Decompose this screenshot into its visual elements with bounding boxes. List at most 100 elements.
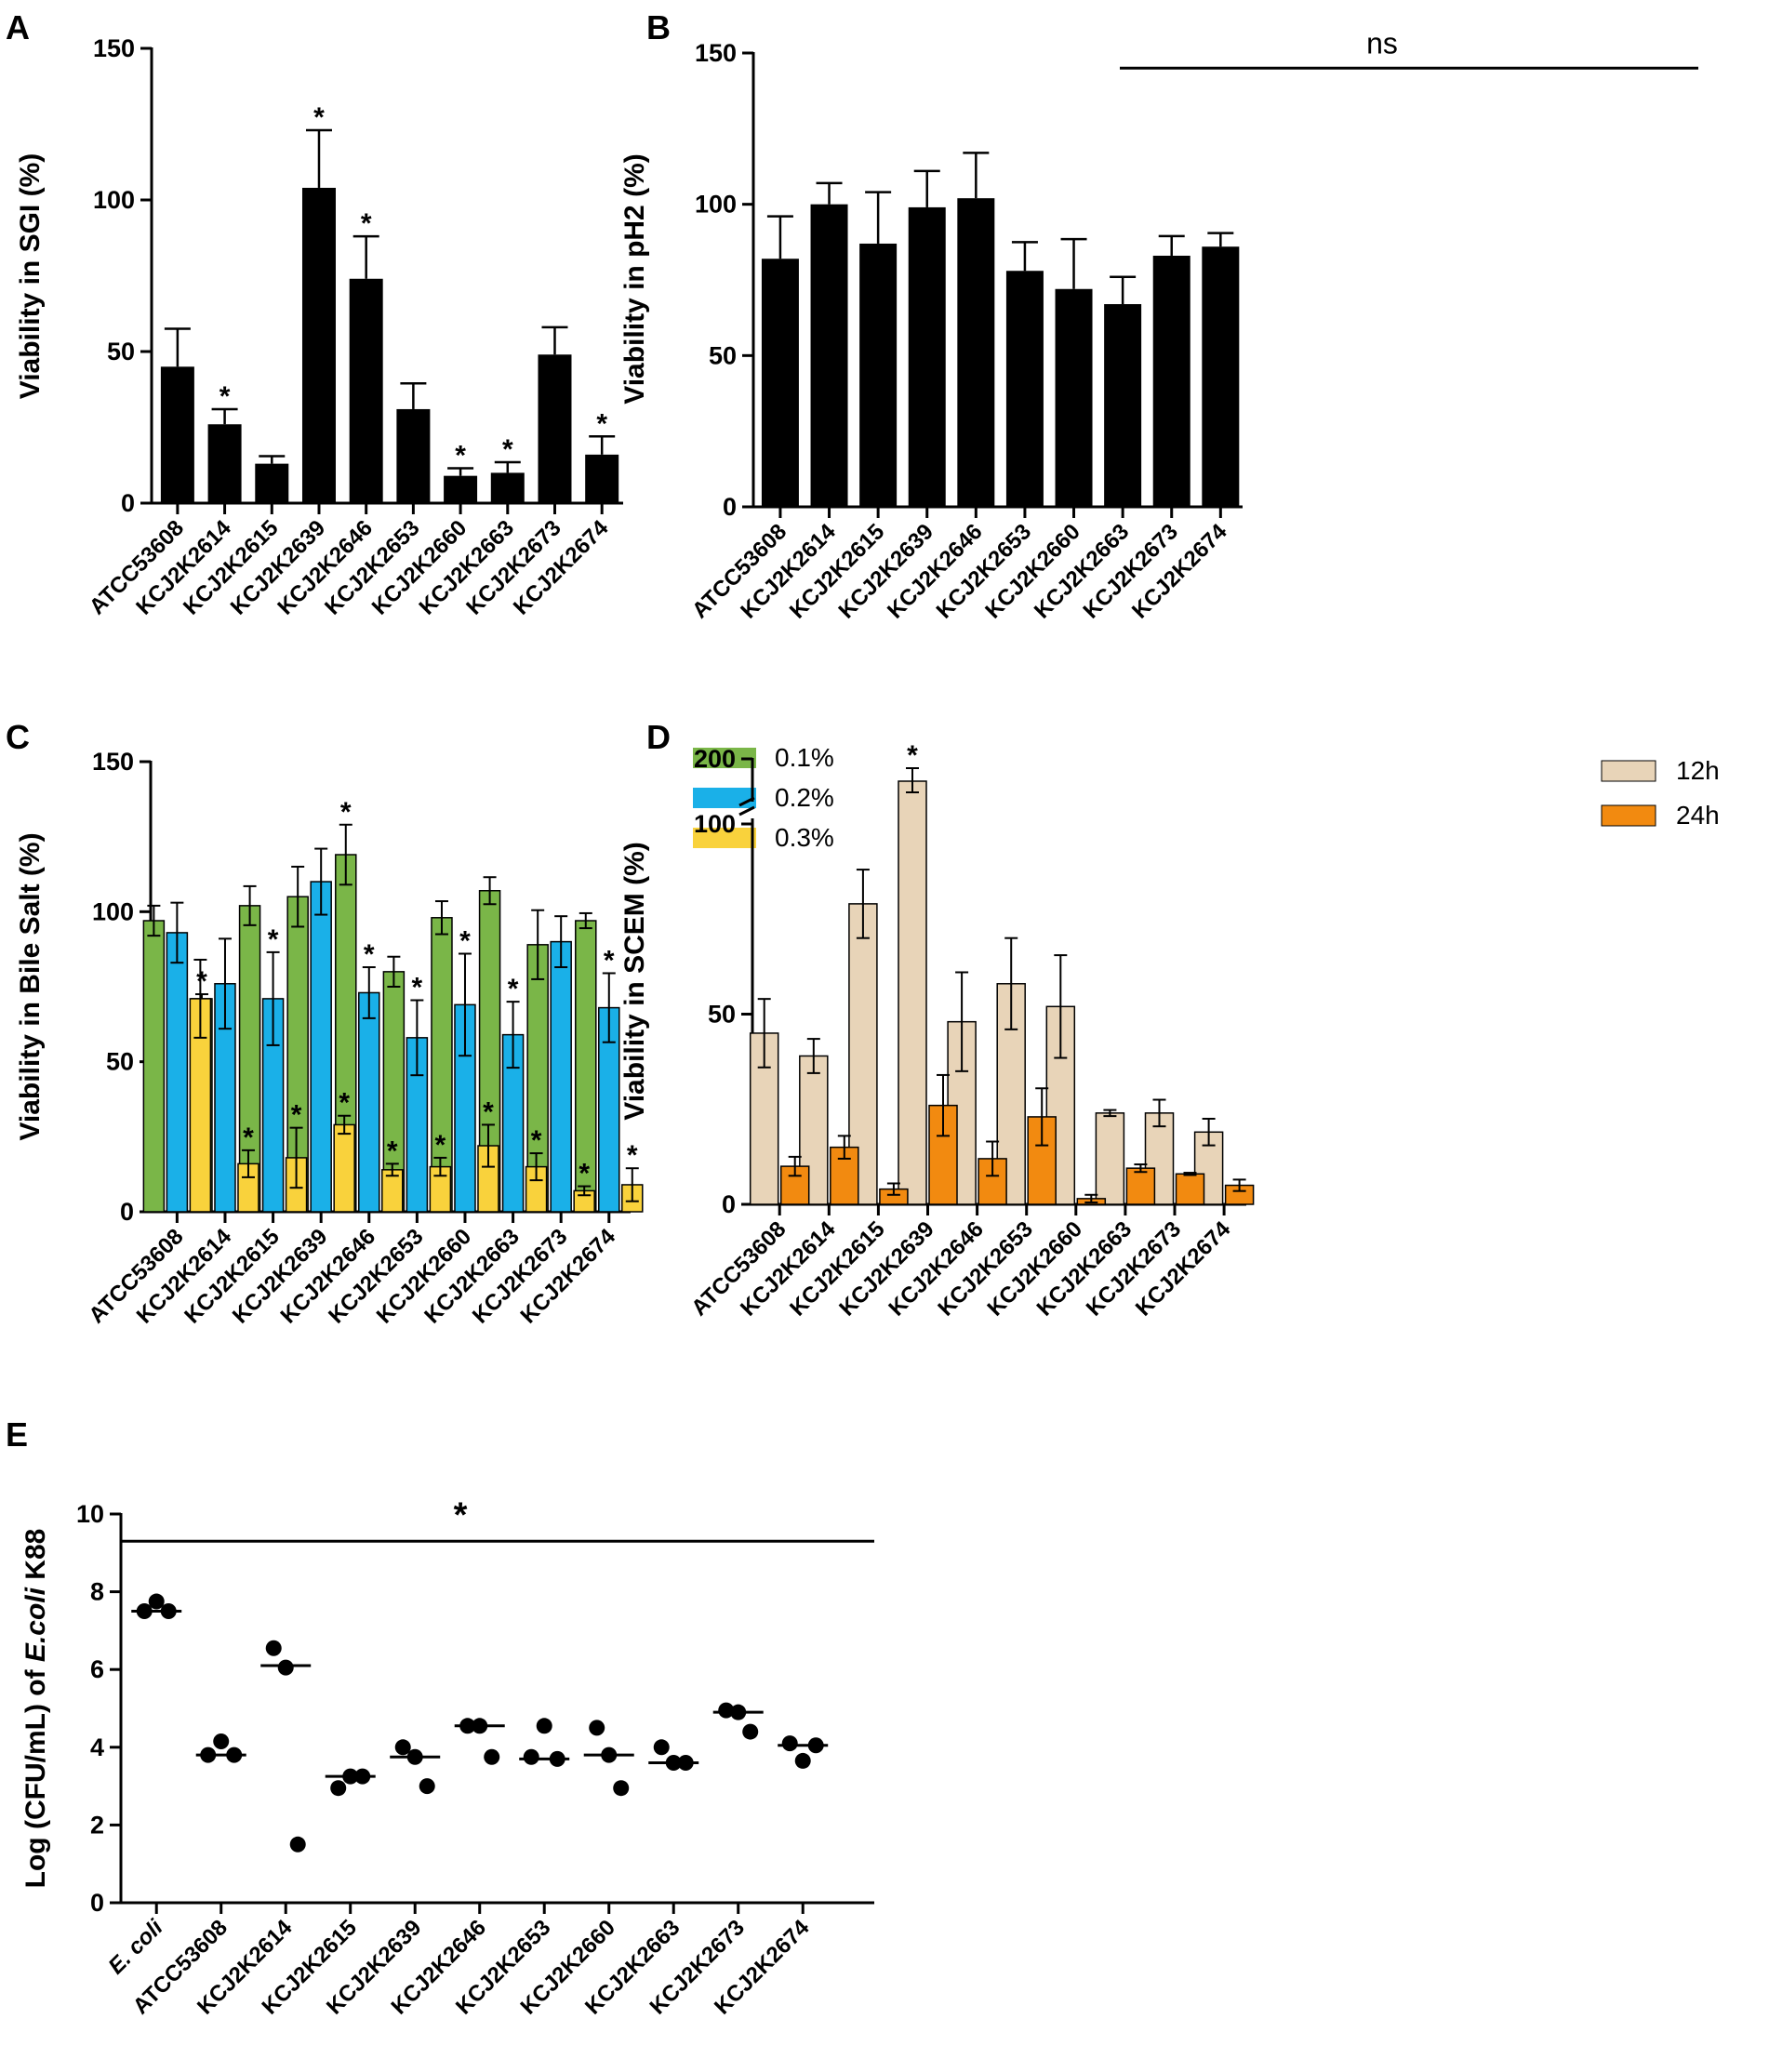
data-point [277,1659,294,1676]
bar [957,198,995,507]
significance-marker: * [502,434,513,465]
legend-swatch [693,788,756,808]
y-tick-label: 0 [120,1198,134,1226]
significance-marker: * [340,797,352,828]
legend-label: 0.2% [775,783,834,812]
significance-marker: * [364,939,375,970]
significance-marker: * [907,740,918,771]
legend-label: 12h [1676,756,1720,785]
bar [538,354,572,503]
data-point [781,1735,798,1752]
significance-marker: * [459,926,471,957]
significance-marker: * [219,381,231,412]
bar [1104,304,1142,507]
data-point [484,1748,500,1765]
significance-marker: * [361,208,372,239]
legend-label: 0.1% [775,743,834,772]
data-point [718,1702,735,1719]
y-tick-label: 8 [90,1578,104,1606]
data-point [148,1593,165,1610]
axis-break-mark [738,805,755,817]
y-axis-label: Log (CFU/mL) of E.coli K88 [20,1529,51,1889]
y-axis-label: Viability in pH2 (%) [619,153,650,405]
y-tick-label: 50 [106,1048,134,1076]
bar [301,187,336,503]
bar [761,259,799,507]
bar [1175,1173,1205,1205]
significance-marker: * [483,1096,494,1127]
panel-letter: C [6,718,30,756]
bar [1152,255,1190,507]
bar [207,424,242,503]
significance-marker: * [291,1100,302,1131]
y-axis-label-part: Log (CFU/mL) of [20,1662,51,1888]
significance-marker: * [313,102,325,133]
bar [1095,1112,1125,1205]
significance-marker: * [531,1125,542,1156]
significance-marker: * [435,1130,446,1161]
significance-marker: * [243,1122,254,1153]
y-tick-label: 10 [76,1500,104,1528]
significance-marker: * [508,974,519,1004]
legend-swatch [1601,760,1656,782]
bar [585,454,619,503]
y-tick-label: 50 [708,1001,736,1029]
y-tick-label: 2 [90,1811,104,1839]
bar [310,881,332,1213]
data-point [289,1836,306,1853]
significance-marker: * [579,1159,590,1189]
bar [160,366,194,503]
bar [333,1123,355,1213]
significance-label: * [454,1495,468,1534]
y-axis-label-part: E.coli [20,1587,51,1662]
legend-label: 0.3% [775,823,834,852]
panel-letter: B [646,8,671,46]
significance-label: ns [1366,26,1398,60]
significance-marker: * [412,973,423,1003]
significance-marker: * [268,924,279,955]
data-point [613,1780,630,1797]
data-point [536,1718,552,1734]
y-tick-label: 0 [90,1889,104,1917]
significance-marker: * [627,1140,638,1171]
significance-marker: * [596,408,607,439]
y-tick-label: 100 [694,810,736,838]
panel-E: E 0 2 4 6 8 10 Log (CFU/mL) of E.coli K88 E. col… [6,1415,874,2020]
data-point [419,1778,435,1795]
bar [1125,1167,1156,1205]
bar [859,243,898,507]
y-tick-label: 4 [90,1733,104,1761]
bar [142,920,166,1213]
bar [1202,246,1240,507]
y-tick-label: 150 [92,748,134,776]
bar [166,932,189,1213]
bar [255,463,289,503]
y-tick-label: 200 [694,745,736,773]
data-point [794,1752,811,1769]
y-tick-label: 50 [107,338,135,365]
significance-marker: * [604,945,615,976]
bar [396,408,431,503]
legend-swatch [1601,804,1656,827]
y-axis-label: Viability in Bile Salt (%) [15,832,46,1140]
bar [444,475,478,503]
data-point [653,1739,670,1756]
significance-marker: * [196,966,207,997]
y-tick-label: 0 [723,493,737,521]
bar [349,278,383,503]
bar [810,204,848,507]
data-point [213,1733,230,1750]
data-point [394,1739,411,1756]
bar [550,940,572,1213]
panel-letter: A [6,8,30,46]
y-tick-label: 100 [695,191,737,219]
bar [898,780,927,1205]
y-tick-label: 150 [695,39,737,67]
legend-label: 24h [1676,801,1720,830]
data-point [742,1723,759,1740]
y-tick-label: 6 [90,1655,104,1683]
